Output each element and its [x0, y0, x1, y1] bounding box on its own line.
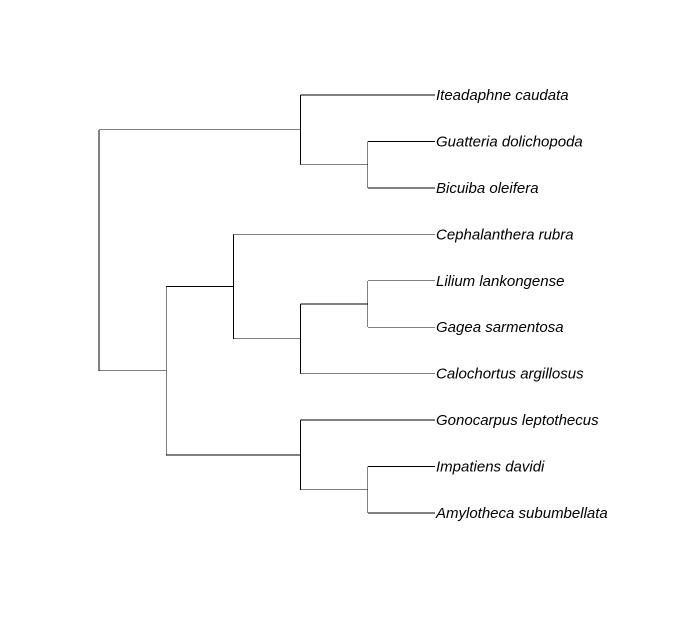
tip-labels: Iteadaphne caudata Guatteria dolichopoda B…: [435, 87, 608, 522]
tip-label: Iteadaphne caudata: [436, 87, 569, 104]
tip-label: Lilium lankongense: [436, 273, 564, 290]
tip-label: Bicuiba oleifera: [436, 180, 539, 197]
tip-label: Impatiens davidi: [436, 459, 545, 476]
tip-label: Amylotheca subumbellata: [435, 505, 608, 522]
tip-label: Gonocarpus leptothecus: [436, 412, 599, 429]
tip-label: Cephalanthera rubra: [436, 226, 574, 243]
tip-label: Guatteria dolichopoda: [436, 133, 583, 150]
tip-label: Calochortus argillosus: [436, 366, 584, 383]
tip-label: Gagea sarmentosa: [436, 319, 564, 336]
tree-branches: [98, 94, 435, 514]
